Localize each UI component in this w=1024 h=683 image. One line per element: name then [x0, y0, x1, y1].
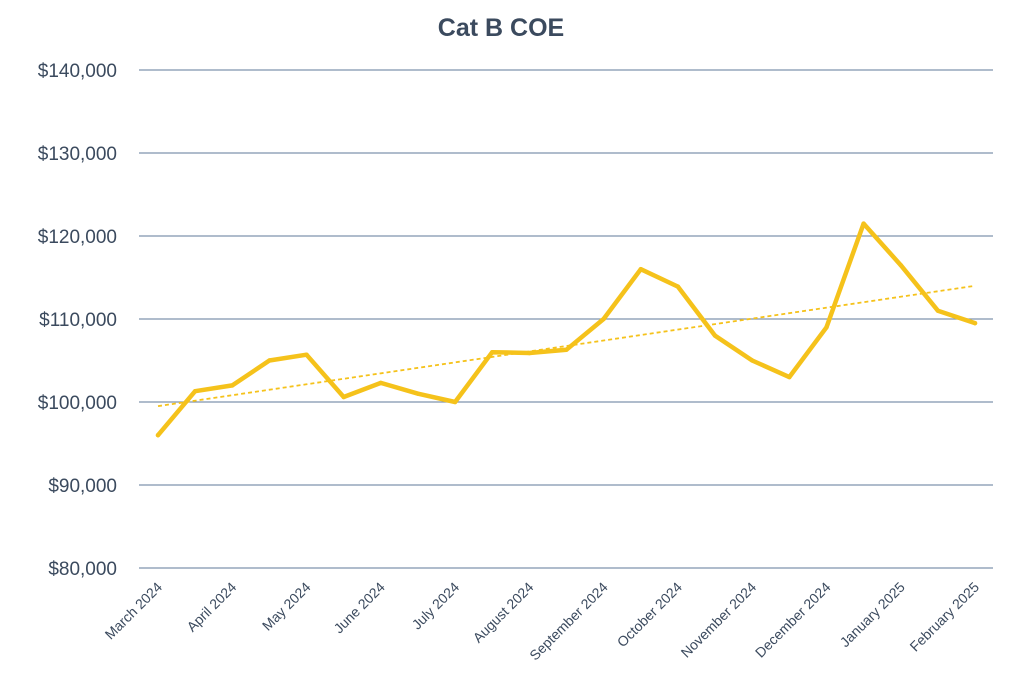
- data-point: [824, 325, 829, 330]
- data-point: [712, 333, 718, 338]
- gridlines: [139, 69, 993, 569]
- x-tick-label: October 2024: [614, 579, 685, 650]
- y-tick-label: $110,000: [39, 310, 117, 331]
- x-tick-label: March 2024: [102, 579, 166, 643]
- y-tick-label: $100,000: [38, 393, 117, 414]
- x-tick-label: July 2024: [409, 579, 463, 633]
- data-point: [155, 433, 161, 438]
- x-tick-label: June 2024: [330, 579, 388, 637]
- x-tick-label: November 2024: [678, 579, 760, 661]
- x-tick-label: December 2024: [752, 579, 834, 661]
- data-point: [267, 358, 272, 363]
- data-point: [378, 380, 384, 386]
- y-tick-label: $130,000: [38, 144, 117, 165]
- data-point: [452, 399, 458, 405]
- x-tick-label: January 2025: [837, 579, 908, 650]
- x-tick-label: April 2024: [183, 579, 239, 635]
- data-point: [415, 391, 421, 396]
- data-point: [749, 358, 755, 363]
- chart-title: Cat B COE: [438, 14, 564, 42]
- data-point: [638, 267, 643, 272]
- x-tick-label: September 2024: [526, 579, 611, 664]
- data-point: [490, 350, 495, 355]
- data-point: [192, 389, 198, 394]
- y-tick-label: $90,000: [48, 476, 117, 497]
- y-tick-label: $140,000: [38, 61, 117, 82]
- x-tick-label: August 2024: [470, 579, 537, 646]
- trendline: [157, 284, 976, 408]
- data-point: [898, 262, 903, 268]
- data-point: [230, 383, 235, 388]
- data-point: [972, 320, 978, 326]
- data-point: [861, 221, 866, 226]
- data-point: [527, 350, 532, 356]
- data-point: [787, 374, 792, 380]
- x-tick-label: February 2025: [906, 579, 982, 655]
- data-point: [601, 316, 606, 322]
- y-axis-tick-labels: $80,000 $90,000 $100,000 $110,000 $120,000 $1…: [38, 61, 117, 580]
- series-line: [155, 221, 978, 438]
- y-tick-label: $120,000: [38, 227, 117, 248]
- x-tick-label: May 2024: [259, 579, 314, 634]
- data-point: [341, 394, 346, 400]
- trendline-group: [157, 284, 976, 408]
- y-tick-label: $80,000: [48, 559, 117, 580]
- data-point: [935, 308, 941, 313]
- x-axis-tick-labels: March 2024 April 2024 May 2024 June 2024 Jul…: [102, 579, 983, 664]
- data-point: [564, 347, 569, 352]
- data-point: [304, 352, 309, 357]
- data-point: [675, 284, 681, 289]
- series-group: [155, 221, 978, 438]
